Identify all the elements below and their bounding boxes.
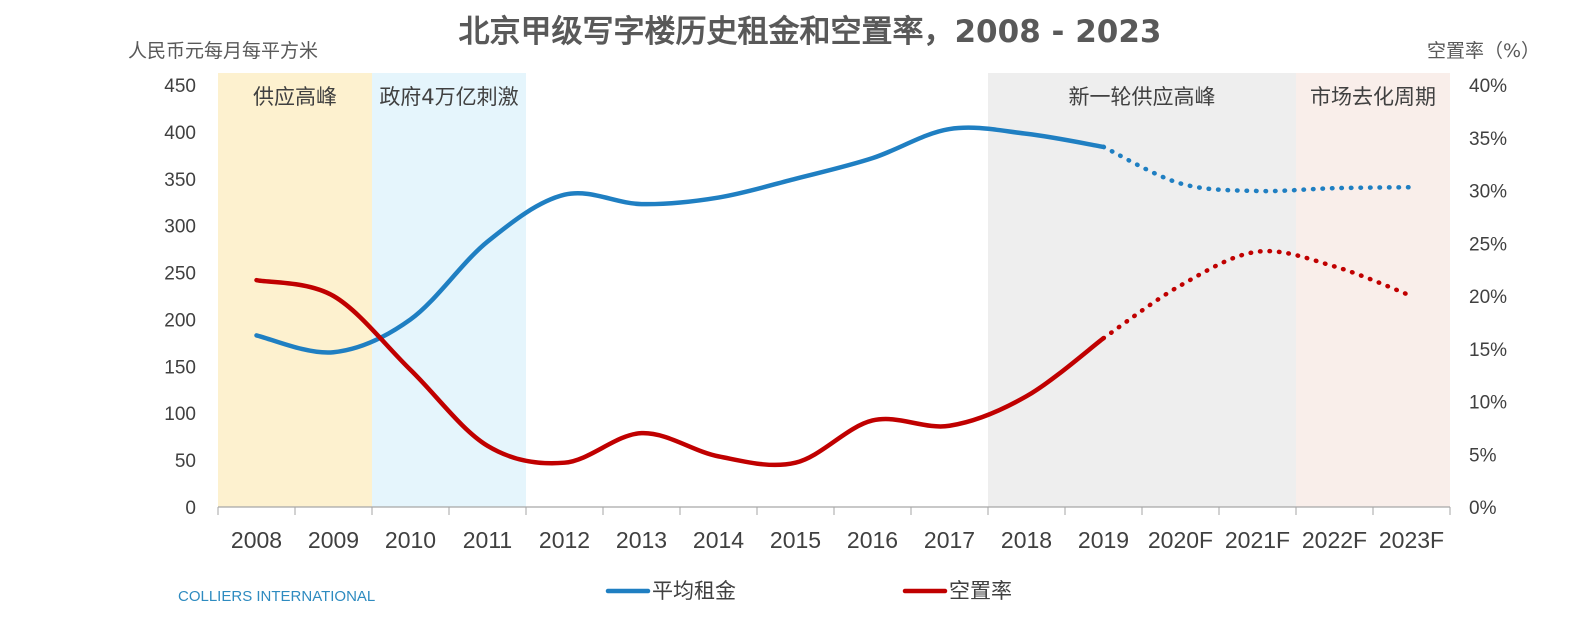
band-1	[372, 73, 526, 507]
x-tick-label: 2016	[847, 527, 898, 553]
series-line-0	[254, 125, 1106, 355]
y-left-tick-label: 200	[164, 310, 196, 331]
y-left-tick-label: 0	[185, 498, 196, 519]
y-right-tick-label: 25%	[1469, 234, 1507, 255]
chart-title: 北京甲级写字楼历史租金和空置率，2008 - 2023	[458, 14, 1161, 50]
band-label-3: 市场去化周期	[1310, 85, 1436, 109]
series-forecast-0	[1101, 144, 1414, 194]
y-right-tick-label: 40%	[1469, 76, 1507, 97]
x-tick-label: 2017	[924, 527, 975, 553]
axes: 2008 2009 2010 2011 2012 2013 2014 2015 2016 2017…	[164, 76, 1507, 553]
y-left-tick-label: 350	[164, 170, 196, 191]
x-tick-label: 2011	[463, 527, 512, 553]
y-left-tick-label: 100	[164, 404, 196, 425]
y-left-tick-label: 300	[164, 217, 196, 238]
x-tick-label: 2014	[693, 527, 744, 553]
band-label-2: 新一轮供应高峰	[1069, 85, 1216, 109]
y-right-tick-label: 15%	[1469, 340, 1507, 361]
band-label-0: 供应高峰	[253, 85, 337, 109]
series-lines	[254, 125, 1414, 468]
y-left-tick-label: 450	[164, 76, 196, 97]
y-right-tick-label: 30%	[1469, 182, 1507, 203]
x-tick-label: 2022F	[1302, 527, 1367, 553]
y-right-tick-label: 5%	[1469, 445, 1497, 466]
y-axis-right-label: 空置率（%）	[1427, 40, 1540, 62]
y-left-tick-label: 50	[175, 451, 196, 472]
x-tick-label: 2019	[1078, 527, 1129, 553]
y-right-tick-label: 35%	[1469, 129, 1507, 150]
x-tick-label: 2018	[1001, 527, 1052, 553]
series-line-1	[254, 277, 1106, 468]
period-bands: 供应高峰 政府4万亿刺激 新一轮供应高峰 市场去化周期	[218, 73, 1450, 507]
x-tick-label: 2015	[770, 527, 821, 553]
x-tick-label: 2010	[385, 527, 436, 553]
x-tick-label: 2021F	[1225, 527, 1290, 553]
y-right-tick-label: 10%	[1469, 393, 1507, 414]
x-tick-label: 2009	[308, 527, 359, 553]
x-tick-label: 2023F	[1379, 527, 1444, 553]
legend: 平均租金 空置率	[605, 579, 1012, 603]
x-tick-label: 2012	[539, 527, 590, 553]
legend-label-0: 平均租金	[652, 579, 736, 603]
y-right-tick-label: 0%	[1469, 498, 1497, 519]
band-label-1: 政府4万亿刺激	[379, 85, 518, 109]
y-left-tick-label: 150	[164, 357, 196, 378]
y-left-tick-label: 250	[164, 264, 196, 285]
band-0	[218, 73, 372, 507]
y-left-tick-label: 400	[164, 123, 196, 144]
x-tick-label: 2013	[616, 527, 667, 553]
series-forecast-1	[1101, 248, 1414, 341]
source-label: COLLIERS INTERNATIONAL	[178, 588, 375, 605]
legend-label-1: 空置率	[949, 579, 1012, 603]
x-tick-label: 2008	[231, 527, 282, 553]
x-tick-label: 2020F	[1148, 527, 1213, 553]
band-3	[1296, 73, 1450, 507]
band-2	[988, 73, 1296, 507]
y-axis-left-label: 人民币元每月每平方米	[128, 40, 318, 62]
y-right-tick-label: 20%	[1469, 287, 1507, 308]
